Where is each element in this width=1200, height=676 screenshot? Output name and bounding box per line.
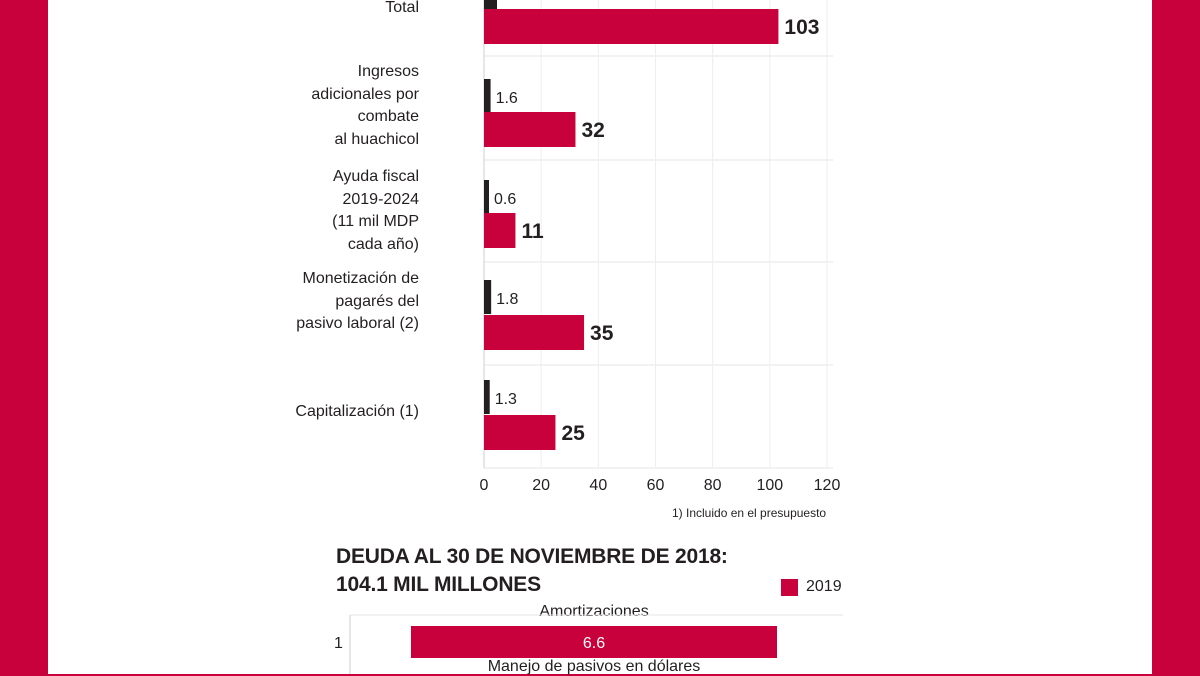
category-label-2: Ayuda fiscal 2019-2024 (11 mil MDP cada … (332, 168, 419, 253)
programs-bar-chart: 0 20 40 60 80 100 120 103 1.6 32 0.6 11 1.8 35 1.3 25 (480, 0, 841, 494)
bar-dark-4 (484, 380, 490, 414)
legend-swatch-2019 (781, 578, 798, 596)
bar-red-3 (484, 315, 585, 350)
debt-title-line1: DEUDA AL 30 DE NOVIEMBRE DE 2018: (336, 545, 728, 568)
bar-dark-label-2: 0.6 (494, 191, 516, 208)
legend: 2019 (781, 577, 842, 597)
debt-bar-chart: 1 6.6 (334, 614, 843, 674)
x-tick-label: 120 (814, 477, 841, 494)
bar-red-label-4: 25 (561, 422, 585, 445)
bar-dark-label-3: 1.8 (496, 291, 518, 308)
category-label-3: Monetización de pagarés del pasivo labor… (296, 270, 419, 332)
bar-dark-label-1: 1.6 (496, 90, 518, 107)
debt-title: DEUDA AL 30 DE NOVIEMBRE DE 2018: 104.1 … (336, 543, 728, 599)
bar-red-4 (484, 415, 556, 450)
infographic-panel: 0 20 40 60 80 100 120 103 1.6 32 0.6 11 1.8 35 1.3 25 T… (48, 0, 1152, 675)
bar-dark-label-4: 1.3 (495, 391, 517, 408)
x-tick-label: 20 (532, 477, 550, 494)
bar-red-2 (484, 213, 516, 248)
bar-red-label-0: 103 (784, 16, 819, 39)
x-tick-label: 40 (589, 477, 607, 494)
bar-dark-2 (484, 180, 489, 214)
bar-dark-1 (484, 79, 491, 113)
legend-label-2019: 2019 (806, 578, 842, 595)
bar-dark-3 (484, 280, 492, 314)
bar-amortizaciones-label: 6.6 (583, 635, 605, 652)
bar-red-label-2: 11 (521, 220, 544, 243)
bar-red-label-1: 32 (581, 119, 604, 142)
x-tick-label: 0 (480, 477, 489, 494)
x-tick-label: 60 (647, 477, 665, 494)
footnote: 1) Incluido en el presupuesto (672, 506, 827, 520)
bar-red-label-3: 35 (590, 322, 614, 345)
bar-red-0 (484, 9, 779, 44)
amortizaciones-label: Amortizaciones (539, 603, 649, 620)
x-tick-label: 100 (756, 477, 783, 494)
category-label-4: Capitalización (1) (295, 403, 419, 420)
debt-row-label: 1 (334, 635, 343, 652)
x-tick-label: 80 (704, 477, 722, 494)
category-label-1: Ingresos adicionales por combate al huac… (311, 63, 419, 148)
category-label-0: Total (385, 0, 419, 16)
bar-amortizaciones (411, 626, 777, 658)
bar-red-1 (484, 112, 576, 147)
debt-title-line2: 104.1 MIL MILLONES (336, 573, 541, 596)
next-category-label: Manejo de pasivos en dólares (487, 658, 701, 675)
